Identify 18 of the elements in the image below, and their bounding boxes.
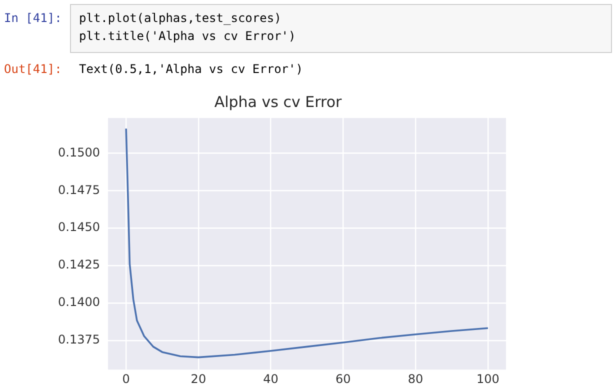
- text: In [41]:: [4, 11, 62, 25]
- y-tick-label: 0.1450: [58, 220, 100, 234]
- x-tick-label: 80: [408, 372, 424, 386]
- x-tick-label: 40: [263, 372, 278, 386]
- x-tick-label: 20: [190, 372, 206, 386]
- x-tick-label: 0: [122, 372, 130, 386]
- chart-title: Alpha vs cv Error: [214, 92, 342, 111]
- y-tick-label: 0.1500: [58, 145, 100, 160]
- text: Text(0.5,1,'Alpha vs cv Error'): [79, 62, 303, 76]
- y-tick-label: 0.1400: [58, 295, 100, 310]
- y-tick-label: 0.1375: [58, 332, 100, 347]
- text: plt.title('Alpha vs cv Error'): [79, 29, 296, 43]
- text: plt.plot(alphas,test_scores): [79, 11, 282, 25]
- y-tick-label: 0.1425: [58, 258, 100, 272]
- text: Out[41]:: [4, 62, 62, 76]
- x-tick-label: 60: [336, 372, 351, 386]
- x-tick-label: 100: [476, 372, 500, 386]
- y-tick-label: 0.1475: [58, 182, 100, 197]
